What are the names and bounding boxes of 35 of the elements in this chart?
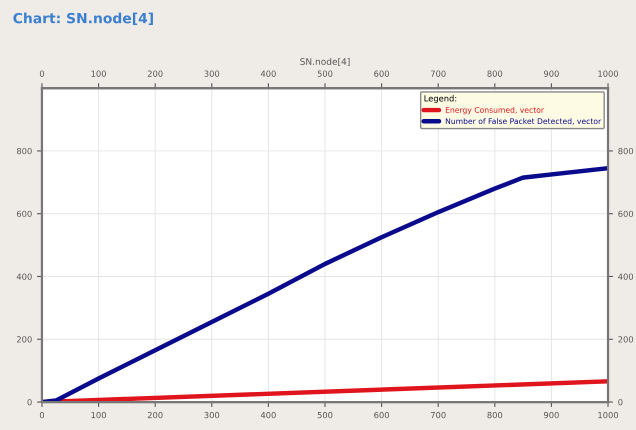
x-tick-label: 400: [260, 412, 276, 418]
x2-tick-label: 0: [40, 70, 44, 77]
x2-tick-label: 500: [318, 70, 332, 77]
y-tick-label: 600: [16, 210, 32, 217]
legend-title: Legend:: [424, 95, 456, 104]
x-tick-label: 100: [92, 412, 106, 418]
y-tick-label: 200: [16, 336, 32, 343]
x2-tick-label: 200: [148, 70, 163, 77]
x-tick-label: 800: [487, 412, 502, 418]
y2-tick-label: 600: [618, 210, 634, 217]
x2-tick-label: 100: [92, 70, 106, 77]
y2-tick-label: 0: [618, 399, 622, 406]
x2-tick-label: 400: [260, 70, 276, 77]
x-tick-label: 0: [40, 412, 44, 418]
x2-tick-label: 700: [430, 70, 446, 77]
x-tick-label: 500: [318, 412, 332, 418]
x2-tick-label: 900: [544, 70, 559, 77]
x2-tick-label: 300: [204, 70, 220, 77]
chart-title: Chart: SN.node[4]: [13, 12, 153, 26]
x-tick-label: 1000: [598, 412, 618, 418]
y-tick-label: 0: [28, 399, 32, 406]
y2-tick-label: 400: [618, 273, 634, 280]
x-tick-label: 700: [430, 412, 446, 418]
y2-tick-label: 800: [618, 148, 634, 154]
x2-tick-label: 800: [487, 70, 502, 77]
y2-tick-label: 200: [618, 336, 634, 343]
y-tick-label: 400: [16, 273, 32, 280]
x-tick-label: 600: [374, 412, 389, 418]
x-tick-label: 200: [148, 412, 163, 418]
x2-tick-label: 600: [374, 70, 389, 77]
y-tick-label: 800: [16, 148, 32, 154]
x2-tick-label: 1000: [598, 70, 618, 77]
x2-axis-title: SN.node[4]: [300, 58, 350, 66]
x-tick-label: 900: [544, 412, 559, 418]
x-tick-label: 300: [204, 412, 220, 418]
